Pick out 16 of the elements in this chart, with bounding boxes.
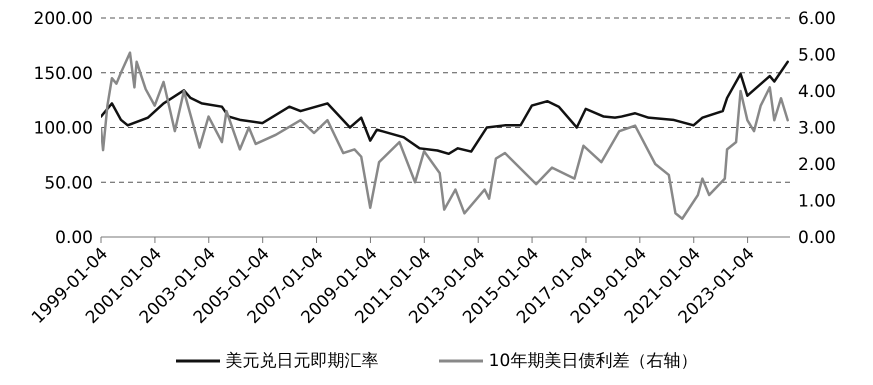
y-tick-label: 150.00 <box>34 64 93 84</box>
line-series <box>101 60 789 156</box>
y2-tick-label: 1.00 <box>798 192 836 212</box>
y2-tick-label: 0.00 <box>798 228 836 248</box>
y2-tick-label: 2.00 <box>798 155 836 176</box>
y-tick-label: 50.00 <box>44 173 93 194</box>
y-tick-label: 0.00 <box>55 228 93 248</box>
y2-tick-label: 3.00 <box>798 118 836 139</box>
line-series <box>101 51 789 220</box>
y-tick-label: 200.00 <box>34 9 93 30</box>
y2-tick-label: 6.00 <box>798 9 836 30</box>
legend-label: 美元兑日元即期汇率 <box>226 350 379 372</box>
y2-tick-label: 4.00 <box>798 82 836 102</box>
legend-label: 10年期美日债利差（右轴） <box>488 350 698 372</box>
y2-tick-label: 5.00 <box>798 46 836 66</box>
y-tick-label: 100.00 <box>34 118 93 139</box>
